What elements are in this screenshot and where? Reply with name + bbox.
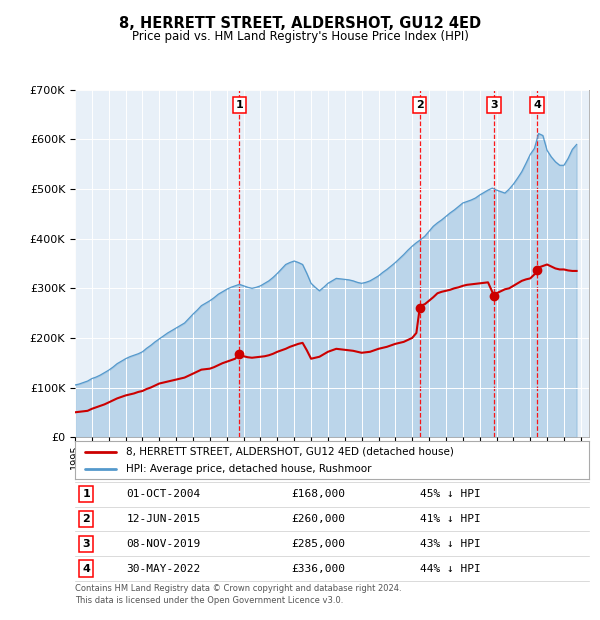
Text: Contains HM Land Registry data © Crown copyright and database right 2024.: Contains HM Land Registry data © Crown c…: [75, 584, 401, 593]
Text: Price paid vs. HM Land Registry's House Price Index (HPI): Price paid vs. HM Land Registry's House …: [131, 30, 469, 43]
Text: 8, HERRETT STREET, ALDERSHOT, GU12 4ED: 8, HERRETT STREET, ALDERSHOT, GU12 4ED: [119, 16, 481, 30]
Text: 8, HERRETT STREET, ALDERSHOT, GU12 4ED (detached house): 8, HERRETT STREET, ALDERSHOT, GU12 4ED (…: [127, 447, 454, 457]
Text: £285,000: £285,000: [291, 539, 345, 549]
Text: 1: 1: [236, 100, 243, 110]
Text: 3: 3: [490, 100, 498, 110]
Text: 44% ↓ HPI: 44% ↓ HPI: [419, 564, 480, 574]
Text: 12-JUN-2015: 12-JUN-2015: [127, 514, 200, 524]
Text: 08-NOV-2019: 08-NOV-2019: [127, 539, 200, 549]
Text: 30-MAY-2022: 30-MAY-2022: [127, 564, 200, 574]
Text: 45% ↓ HPI: 45% ↓ HPI: [419, 489, 480, 499]
Text: HPI: Average price, detached house, Rushmoor: HPI: Average price, detached house, Rush…: [127, 464, 372, 474]
Text: 4: 4: [82, 564, 90, 574]
Text: 43% ↓ HPI: 43% ↓ HPI: [419, 539, 480, 549]
Text: 2: 2: [82, 514, 90, 524]
Text: £168,000: £168,000: [291, 489, 345, 499]
Text: 1: 1: [82, 489, 90, 499]
Text: 2: 2: [416, 100, 424, 110]
Text: £336,000: £336,000: [291, 564, 345, 574]
Text: 01-OCT-2004: 01-OCT-2004: [127, 489, 200, 499]
Text: 4: 4: [533, 100, 541, 110]
Text: £260,000: £260,000: [291, 514, 345, 524]
Text: 3: 3: [82, 539, 90, 549]
Text: 41% ↓ HPI: 41% ↓ HPI: [419, 514, 480, 524]
Text: This data is licensed under the Open Government Licence v3.0.: This data is licensed under the Open Gov…: [75, 596, 343, 606]
